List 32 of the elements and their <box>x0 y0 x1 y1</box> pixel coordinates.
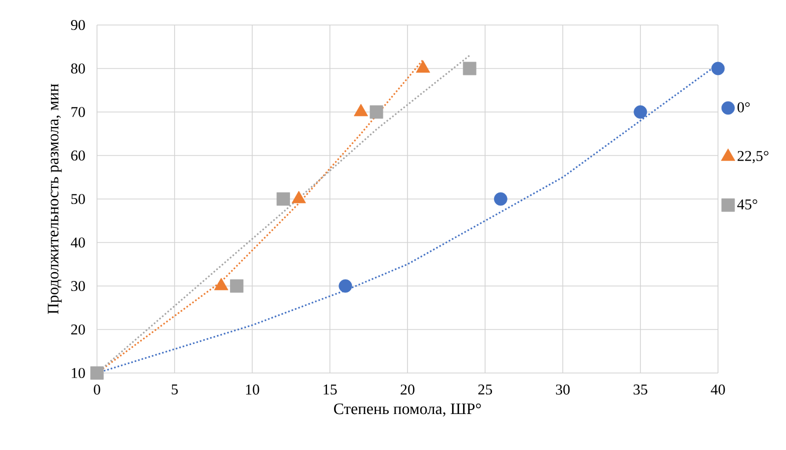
point <box>230 279 244 293</box>
legend-label: 22,5° <box>738 150 768 164</box>
y-tick-label: 80 <box>71 63 85 74</box>
legend-label: 45° <box>737 199 758 210</box>
y-tick-label: 10 <box>72 368 85 378</box>
x-tick-label: 30 <box>556 384 570 395</box>
point <box>494 192 508 206</box>
x-tick-label: 5 <box>172 384 178 394</box>
y-tick-label: 20 <box>71 324 85 335</box>
y-axis-title: Продолжительность размола, мин <box>48 84 62 314</box>
x-tick-label: 35 <box>634 384 648 395</box>
point <box>276 192 290 206</box>
x-tick-label: 40 <box>710 384 725 395</box>
y-tick-label: 40 <box>70 237 85 248</box>
y-tick-label: 90 <box>71 20 85 30</box>
y-tick-label: 30 <box>71 280 85 292</box>
x-tick-label: 20 <box>400 384 414 395</box>
x-axis-title: Степень помола, ШР° <box>334 403 481 416</box>
point <box>90 366 104 380</box>
point <box>370 105 384 119</box>
x-tick-label: 10 <box>246 384 260 395</box>
x-tick-label: 25 <box>478 384 492 395</box>
y-tick-label: 60 <box>71 150 85 161</box>
point <box>634 105 648 119</box>
x-tick-label: 15 <box>324 384 337 395</box>
x-tick-label: 0 <box>94 384 100 395</box>
y-tick-label: 50 <box>71 194 85 204</box>
legend-label: 0° <box>738 102 750 112</box>
point <box>338 279 352 293</box>
point <box>711 62 725 76</box>
y-tick-label: 70 <box>72 106 85 118</box>
point <box>462 62 476 76</box>
